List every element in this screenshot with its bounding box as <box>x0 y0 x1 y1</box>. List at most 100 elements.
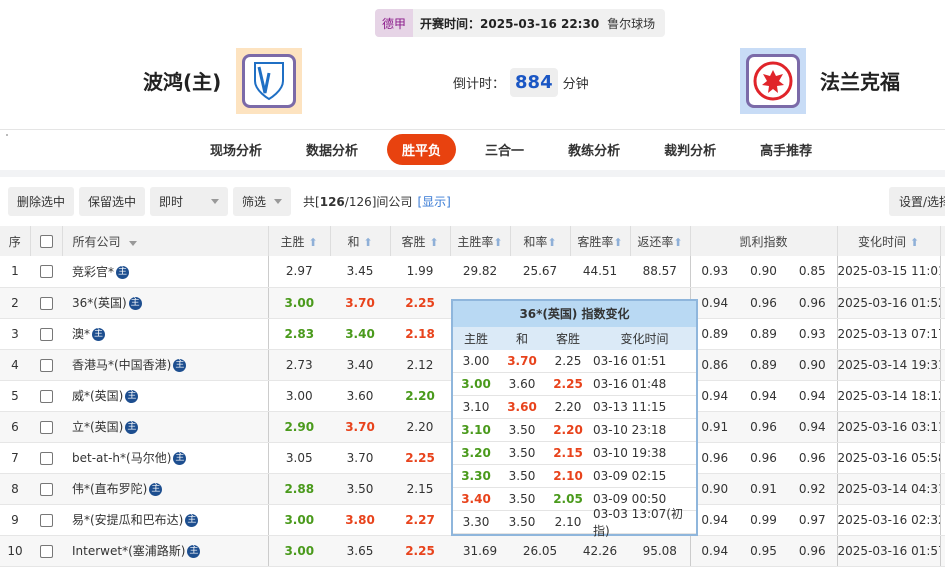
row-checkbox-cell[interactable] <box>30 318 62 350</box>
main-badge-icon[interactable]: 主 <box>173 452 187 465</box>
row-checkbox-cell[interactable] <box>30 349 62 381</box>
company-cell[interactable]: 立*(英国) 主 <box>62 411 268 443</box>
table-row[interactable]: 10 Interwet*(塞浦路斯) 主 3.00 3.65 2.25 31.69 26.05… <box>0 535 945 567</box>
odds-away: 2.25 <box>390 535 450 567</box>
table-row[interactable]: 1 竞彩官* 主 2.97 3.45 1.99 29.82 25.67 44.51 88.57 0.… <box>0 256 945 288</box>
company-name[interactable]: 竞彩官* <box>72 264 115 279</box>
change-time: 2025-03-16 02:32 <box>836 504 941 536</box>
row-checkbox-cell[interactable] <box>30 256 62 288</box>
company-cell[interactable]: 伟*(直布罗陀) 主 <box>62 473 268 505</box>
table-row[interactable]: 8 伟*(直布罗陀) 主 2.88 3.50 2.15 0.90 0.91 0.92 2025-0… <box>0 473 945 505</box>
company-name[interactable]: 香港马*(中国香港) <box>72 358 172 372</box>
col-time[interactable]: 变化时间 ⬆ <box>837 226 941 256</box>
change-time: 2025-03-13 07:17 <box>836 318 941 350</box>
col-home-rate[interactable]: 主胜率⬆ <box>450 226 511 256</box>
company-cell[interactable]: 香港马*(中国香港) 主 <box>62 349 268 381</box>
popup-col-away: 客胜 <box>555 332 580 346</box>
col-select-all[interactable] <box>30 226 63 256</box>
row-checkbox-cell[interactable] <box>30 411 62 443</box>
main-badge-icon[interactable]: 主 <box>92 328 106 341</box>
tab-referee-analysis[interactable]: 裁判分析 <box>664 144 717 159</box>
row-checkbox[interactable] <box>39 420 53 434</box>
company-name[interactable]: Interwet*(塞浦路斯) <box>72 544 186 558</box>
company-cell[interactable]: bet-at-h*(马尔他) 主 <box>62 442 268 474</box>
company-cell[interactable]: 36*(英国) 主 <box>62 287 268 319</box>
tab-1x2[interactable]: 胜平负 <box>387 134 457 165</box>
change-time: 2025-03-14 18:12 <box>836 380 941 412</box>
league-badge[interactable]: 德甲 <box>375 9 414 37</box>
popup-odds-home: 3.30 <box>462 515 490 529</box>
popup-title: 36*(英国) 指数变化 <box>453 301 696 327</box>
home-team-logo[interactable] <box>236 48 302 114</box>
sort-up-icon: ⬆ <box>673 235 683 249</box>
select-all-checkbox[interactable] <box>39 235 53 248</box>
row-checkbox[interactable] <box>39 265 53 279</box>
company-name[interactable]: 威*(英国) <box>72 389 124 403</box>
col-draw-rate[interactable]: 和率⬆ <box>510 226 571 256</box>
main-badge-icon[interactable]: 主 <box>125 421 139 434</box>
col-draw[interactable]: 和 ⬆ <box>330 226 391 256</box>
row-checkbox[interactable] <box>39 296 53 310</box>
col-home[interactable]: 主胜 ⬆ <box>267 226 331 256</box>
company-name[interactable]: 立*(英国) <box>72 420 124 434</box>
odds-away: 2.27 <box>390 504 450 536</box>
row-checkbox-cell[interactable] <box>30 287 62 319</box>
company-cell[interactable]: Interwet*(塞浦路斯) 主 <box>62 535 268 567</box>
show-link[interactable]: [显示] <box>417 195 451 209</box>
kelly-draw: 0.96 <box>739 411 788 443</box>
filter-dropdown[interactable]: 筛选 <box>233 187 292 216</box>
main-badge-icon[interactable]: 主 <box>128 297 142 310</box>
keep-selected-button[interactable]: 保留选中 <box>79 187 146 216</box>
row-checkbox-cell[interactable] <box>30 380 62 412</box>
company-cell[interactable]: 竞彩官* 主 <box>62 256 268 288</box>
away-team-name[interactable]: 法兰克福 <box>820 70 900 94</box>
main-badge-icon[interactable]: 主 <box>185 514 199 527</box>
col-away[interactable]: 客胜 ⬆ <box>390 226 451 256</box>
company-cell[interactable]: 澳* 主 <box>62 318 268 350</box>
row-checkbox[interactable] <box>39 389 53 403</box>
odds-home: 3.00 <box>267 380 330 412</box>
main-badge-icon[interactable]: 主 <box>125 390 139 403</box>
row-checkbox[interactable] <box>39 544 53 558</box>
main-badge-icon[interactable]: 主 <box>187 545 201 558</box>
main-badge-icon[interactable]: 主 <box>149 483 163 496</box>
row-checkbox-cell[interactable] <box>30 473 62 505</box>
countdown-unit: 分钟 <box>562 77 589 92</box>
company-name[interactable]: 伟*(直布罗陀) <box>72 482 148 496</box>
tab-coach-analysis[interactable]: 教练分析 <box>568 144 621 159</box>
home-team-name[interactable]: 波鸿(主) <box>143 70 222 94</box>
row-checkbox[interactable] <box>39 513 53 527</box>
tab-data-analysis[interactable]: 数据分析 <box>306 144 359 159</box>
tab-live-analysis[interactable]: 现场分析 <box>210 144 263 159</box>
company-name[interactable]: 易*(安提瓜和巴布达) <box>72 513 184 527</box>
popup-row: 3.10 3.60 2.20 03-13 11:15 <box>453 396 696 419</box>
row-checkbox-cell[interactable] <box>30 535 62 567</box>
col-return[interactable]: 返还率⬆ <box>630 226 691 256</box>
row-checkbox[interactable] <box>39 358 53 372</box>
row-checkbox[interactable] <box>39 482 53 496</box>
popup-odds-away: 2.25 <box>553 377 583 391</box>
away-rate: 42.26 <box>570 535 630 567</box>
tab-expert-picks[interactable]: 高手推荐 <box>760 144 813 159</box>
company-cell[interactable]: 易*(安提瓜和巴布达) 主 <box>62 504 268 536</box>
company-name[interactable]: bet-at-h*(马尔他) <box>72 451 172 465</box>
kelly-draw: 0.94 <box>739 380 788 412</box>
delete-selected-button[interactable]: 删除选中 <box>8 187 75 216</box>
company-cell[interactable]: 威*(英国) 主 <box>62 380 268 412</box>
settings-button[interactable]: 设置/选择 <box>889 187 945 216</box>
mode-select[interactable]: 即时 <box>150 187 229 216</box>
main-badge-icon[interactable]: 主 <box>116 265 130 279</box>
row-checkbox-cell[interactable] <box>30 504 62 536</box>
company-name[interactable]: 澳* <box>72 327 91 341</box>
col-company[interactable]: 所有公司 <box>62 226 269 256</box>
row-checkbox-cell[interactable] <box>30 442 62 474</box>
row-checkbox[interactable] <box>39 327 53 341</box>
row-checkbox[interactable] <box>39 451 53 465</box>
tab-three-in-one[interactable]: 三合一 <box>485 144 525 159</box>
away-team-logo[interactable] <box>740 48 806 114</box>
odds-draw: 3.70 <box>330 442 390 474</box>
return-header-label: 返还率 <box>637 234 674 249</box>
company-name[interactable]: 36*(英国) <box>72 296 127 310</box>
main-badge-icon[interactable]: 主 <box>173 359 187 372</box>
col-away-rate[interactable]: 客胜率⬆ <box>570 226 631 256</box>
